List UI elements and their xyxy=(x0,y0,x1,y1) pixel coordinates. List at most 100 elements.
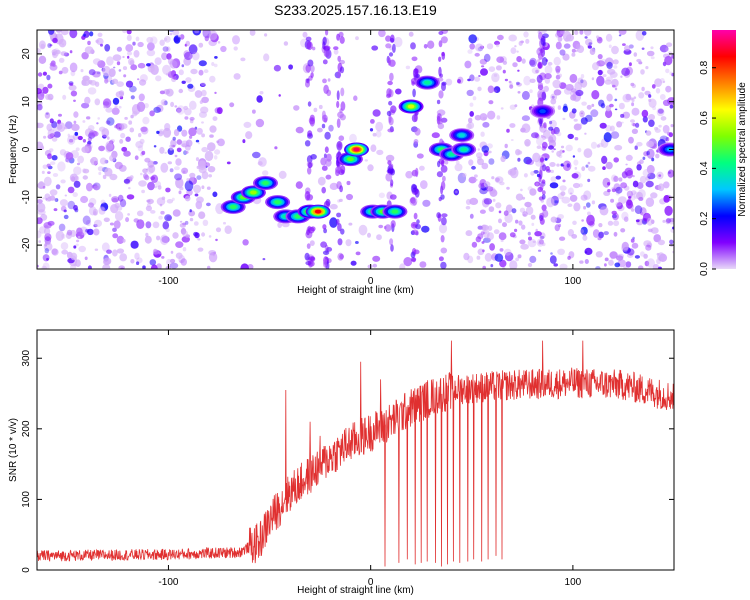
spectrogram-speckle xyxy=(620,182,628,189)
spectrogram-speckle xyxy=(126,34,132,42)
spectrogram-speckle xyxy=(174,105,178,108)
spectrogram-speckle xyxy=(646,258,655,268)
spectrogram-speckle xyxy=(498,218,502,224)
spectrogram-speckle xyxy=(586,202,591,208)
spectrogram-streak xyxy=(340,101,346,111)
spectrogram-speckle xyxy=(474,114,482,121)
spectrogram-speckle xyxy=(51,136,58,142)
spectrogram-speckle xyxy=(91,131,99,137)
spectrogram-speckle xyxy=(104,44,111,52)
spectrogram-speckle xyxy=(626,198,632,206)
spectrogram-streak xyxy=(340,87,345,97)
spectrogram-speckle xyxy=(517,69,520,72)
spectrogram-speckle xyxy=(609,251,618,259)
spectrogram-speckle xyxy=(536,145,542,149)
spectrogram-streak xyxy=(304,252,310,261)
spectrogram-speckle xyxy=(486,43,494,50)
spectrogram-speckle xyxy=(597,54,603,60)
spectrogram-speckle xyxy=(160,210,165,215)
spectrogram-speckle xyxy=(605,76,613,82)
spectrogram-speckle xyxy=(577,77,584,85)
spectrogram-speckle xyxy=(82,175,89,180)
spectrogram-speckle xyxy=(465,205,471,210)
spectrogram-speckle xyxy=(580,112,584,115)
spectrogram-speckle xyxy=(128,187,131,190)
spectrogram-speckle xyxy=(128,58,135,66)
spectrogram-speckle xyxy=(198,60,207,67)
spectrogram-speckle xyxy=(119,199,127,208)
spectrogram-speckle xyxy=(80,195,89,204)
spectrogram-streak xyxy=(441,160,445,167)
spectrogram-speckle xyxy=(555,41,562,50)
spectrogram-speckle xyxy=(444,160,449,165)
spectrogram-speckle xyxy=(606,93,613,102)
spectrogram-speckle xyxy=(63,214,69,220)
spectrogram-streak xyxy=(305,36,312,42)
spectrogram-speckle xyxy=(87,136,92,142)
spectrogram-speckle xyxy=(572,155,576,158)
spectrogram-streak xyxy=(436,99,441,105)
spectrogram-speckle xyxy=(514,104,518,108)
spectrogram-speckle xyxy=(201,185,205,189)
spectrogram-speckle xyxy=(643,240,652,247)
spectrogram-speckle xyxy=(531,222,535,226)
spectrogram-streak xyxy=(389,37,395,43)
spectrogram-speckle xyxy=(632,180,639,188)
spectrogram-speckle xyxy=(161,52,168,61)
spectrogram-speckle xyxy=(567,187,574,195)
spectrogram-speckle xyxy=(37,199,43,204)
spectrogram-speckle xyxy=(650,56,655,60)
spectrogram-speckle xyxy=(216,107,223,115)
spectrogram-streak xyxy=(385,35,392,42)
spectrogram-speckle xyxy=(126,194,135,200)
colorbar-tick-label: 0.6 xyxy=(699,111,710,125)
spectrogram-speckle xyxy=(181,80,186,85)
spectrogram-speckle xyxy=(633,52,638,57)
spectrogram-streak xyxy=(390,168,395,176)
spectrogram-streak xyxy=(413,212,418,220)
spectrogram-speckle xyxy=(66,161,70,163)
spectrogram-speckle xyxy=(208,39,217,47)
spectrogram-speckle xyxy=(85,228,90,233)
spectrogram-speckle xyxy=(208,235,212,238)
spectrogram-speckle xyxy=(348,222,353,226)
spectrogram-speckle xyxy=(561,196,571,204)
spectrogram-speckle xyxy=(184,180,194,192)
spectrogram-speckle xyxy=(504,251,514,262)
spectrogram-speckle xyxy=(198,211,206,219)
spectrogram-speckle xyxy=(189,100,197,111)
spectrogram-speckle xyxy=(167,161,172,165)
spectrogram-speckle xyxy=(580,226,588,236)
spectrogram-speckle xyxy=(226,161,231,165)
spectrogram-streak xyxy=(323,49,330,58)
spectrogram-speckle xyxy=(502,69,506,74)
spectrogram-speckle xyxy=(147,42,155,51)
spectrogram-speckle xyxy=(61,249,69,255)
spectrogram-streak xyxy=(543,122,547,129)
spectrogram-speckle xyxy=(517,150,523,155)
spectrogram-speckle xyxy=(509,123,516,128)
spectrogram-speckle xyxy=(181,129,188,137)
spectrogram-speckle xyxy=(578,183,583,188)
spectrogram-speckle xyxy=(509,232,516,238)
spectrogram-speckle xyxy=(160,162,169,173)
spectrogram-speckle xyxy=(51,155,58,161)
spectrogram-speckle xyxy=(562,53,570,61)
spectrogram-speckle xyxy=(213,155,218,160)
spectrogram-speckle xyxy=(370,144,377,152)
spectrogram-speckle xyxy=(457,79,461,84)
spectrogram-speckle xyxy=(557,248,565,255)
spectrogram-streak xyxy=(307,59,314,67)
spectrogram-speckle xyxy=(160,234,169,246)
spectrogram-speckle xyxy=(520,188,523,192)
spectrogram-speckle xyxy=(648,98,657,108)
colorbar-tick-label: 0.8 xyxy=(699,60,710,74)
spectrogram-speckle xyxy=(100,207,105,212)
spectrogram-speckle xyxy=(78,245,86,253)
spectrogram-heat-layer xyxy=(37,30,674,269)
spectrogram-speckle xyxy=(364,159,368,162)
spectrogram-speckle xyxy=(242,139,246,144)
spectrogram-speckle xyxy=(588,42,593,45)
spectrogram-streak xyxy=(384,224,392,232)
